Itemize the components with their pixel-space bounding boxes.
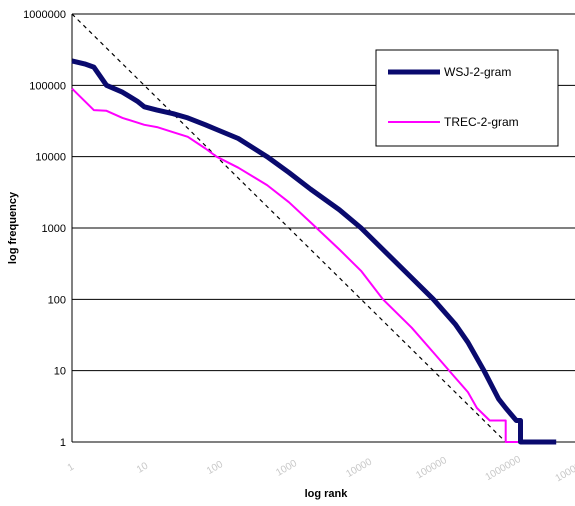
reference-dashed-line bbox=[71, 13, 507, 443]
series-line-wsj-2-gram bbox=[71, 58, 557, 445]
series-lines bbox=[71, 13, 557, 445]
y-axis-title: log frequency bbox=[7, 191, 19, 264]
legend-label-trec: TREC-2-gram bbox=[444, 115, 519, 129]
y-tick-label: 100000 bbox=[29, 80, 66, 92]
legend-box bbox=[375, 49, 559, 147]
x-tick-labels: 1 10 100 1000 10000 100000 1000000 10000000 bbox=[66, 452, 575, 484]
x-axis-title: log rank bbox=[305, 488, 349, 500]
y-tick-labels: 1 10 100 1000 10000 100000 1000000 bbox=[23, 9, 66, 449]
y-tick-label: 1000000 bbox=[23, 9, 66, 21]
x-tick-label: 1 bbox=[66, 461, 77, 474]
axes bbox=[71, 14, 575, 443]
y-gridlines bbox=[72, 13, 575, 372]
legend-label-wsj: WSJ-2-gram bbox=[444, 65, 511, 79]
y-tick-label: 10000 bbox=[35, 152, 66, 164]
y-tick-label: 1 bbox=[60, 437, 66, 449]
y-tick-label: 100 bbox=[48, 294, 66, 306]
y-tick-label: 10 bbox=[54, 366, 66, 378]
legend: WSJ-2-gram TREC-2-gram bbox=[375, 49, 559, 147]
x-tick-label: 1000 bbox=[274, 458, 299, 479]
x-tick-label: 10000 bbox=[344, 456, 374, 480]
x-tick-label: 100000 bbox=[414, 455, 449, 481]
x-tick-label: 1000000 bbox=[484, 454, 524, 483]
x-tick-label: 10000000 bbox=[554, 452, 575, 484]
x-tick-label: 10 bbox=[135, 460, 151, 475]
x-tick-label: 100 bbox=[205, 459, 225, 477]
series-line-trec-2-gram bbox=[71, 87, 519, 443]
y-tick-label: 1000 bbox=[42, 223, 66, 235]
